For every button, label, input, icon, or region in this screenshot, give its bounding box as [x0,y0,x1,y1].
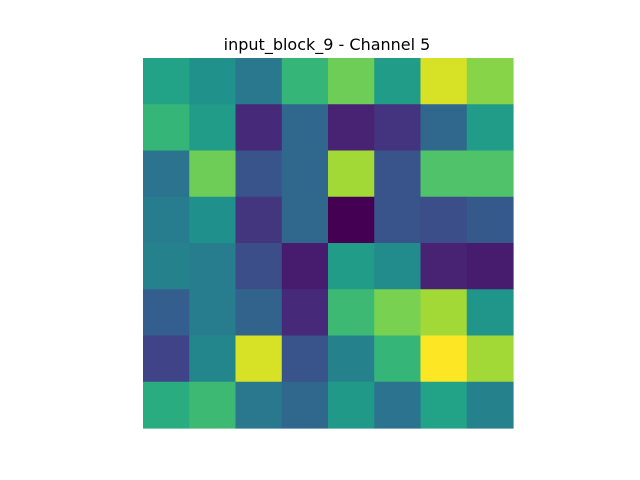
heatmap-cell-r4-c6 [420,243,468,290]
heatmap-cell-r1-c0 [143,104,190,152]
heatmap-cell-r7-c5 [374,381,422,429]
heatmap-cell-r4-c1 [189,243,237,290]
heatmap-cell-r5-c5 [374,289,422,337]
heatmap-cell-r5-c7 [466,289,514,337]
heatmap-cell-r0-c6 [420,58,468,105]
heatmap-cell-r0-c1 [189,58,237,105]
heatmap-cell-r7-c4 [328,381,375,429]
heatmap-cell-r7-c6 [420,381,468,429]
heatmap-cell-r1-c6 [420,104,468,152]
heatmap-cell-r7-c7 [466,381,514,429]
heatmap-cell-r7-c1 [189,381,237,429]
heatmap-cell-r1-c3 [281,104,329,152]
heatmap-cell-r7-c2 [235,381,283,429]
heatmap-cell-r3-c2 [235,196,283,244]
heatmap-cell-r5-c2 [235,289,283,337]
heatmap-cell-r2-c0 [143,150,190,198]
heatmap-cell-r6-c4 [328,335,375,383]
heatmap-cell-r0-c3 [281,58,329,105]
heatmap-cell-r4-c0 [143,243,190,290]
heatmap-cell-r1-c4 [328,104,375,152]
heatmap-cell-r0-c5 [374,58,422,105]
heatmap-cell-r1-c7 [466,104,514,152]
heatmap-cell-r2-c6 [420,150,468,198]
heatmap-cell-r6-c2 [235,335,283,383]
heatmap-cell-r5-c0 [143,289,190,337]
heatmap-cell-r6-c5 [374,335,422,383]
heatmap-cell-r3-c5 [374,196,422,244]
heatmap-cell-r1-c1 [189,104,237,152]
heatmap-cell-r3-c1 [189,196,237,244]
heatmap-cell-r6-c7 [466,335,514,383]
heatmap-cell-r2-c1 [189,150,237,198]
heatmap-cell-r1-c5 [374,104,422,152]
heatmap-cell-r4-c7 [466,243,514,290]
heatmap-cell-r7-c3 [281,381,329,429]
heatmap-cell-r0-c2 [235,58,283,105]
heatmap-cell-r3-c7 [466,196,514,244]
heatmap-cell-r3-c4 [328,196,375,244]
heatmap-cell-r2-c3 [281,150,329,198]
heatmap-cell-r7-c0 [143,381,190,429]
heatmap-cell-r5-c6 [420,289,468,337]
heatmap-cell-r3-c6 [420,196,468,244]
heatmap-grid [143,58,514,429]
heatmap-cell-r4-c4 [328,243,375,290]
heatmap-cell-r2-c2 [235,150,283,198]
heatmap-cell-r3-c3 [281,196,329,244]
heatmap-cell-r5-c4 [328,289,375,337]
heatmap-cell-r6-c6 [420,335,468,383]
heatmap-cell-r2-c5 [374,150,422,198]
heatmap-cell-r5-c1 [189,289,237,337]
heatmap-cell-r6-c0 [143,335,190,383]
heatmap-cell-r6-c3 [281,335,329,383]
heatmap-cell-r5-c3 [281,289,329,337]
heatmap-cell-r2-c4 [328,150,375,198]
heatmap-cell-r3-c0 [143,196,190,244]
heatmap-cell-r6-c1 [189,335,237,383]
heatmap-cell-r2-c7 [466,150,514,198]
heatmap-cell-r0-c7 [466,58,514,105]
heatmap-cell-r4-c5 [374,243,422,290]
heatmap-cell-r4-c3 [281,243,329,290]
heatmap-cell-r0-c4 [328,58,375,105]
heatmap-cell-r1-c2 [235,104,283,152]
chart-title: input_block_9 - Channel 5 [224,35,431,55]
heatmap-cell-r4-c2 [235,243,283,290]
heatmap-cell-r0-c0 [143,58,190,105]
